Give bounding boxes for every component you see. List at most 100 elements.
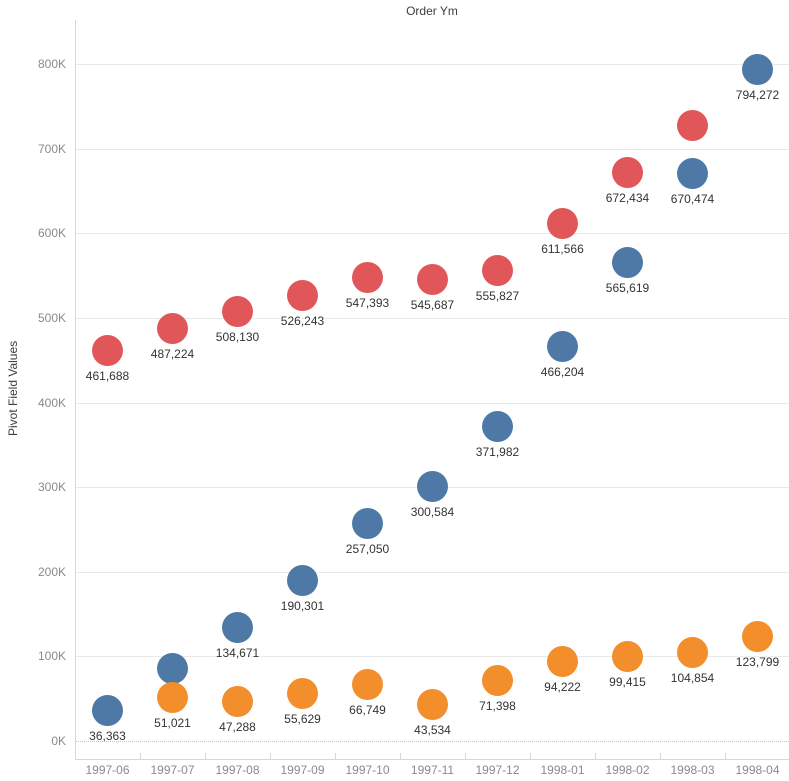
data-point-label: 134,671 bbox=[215, 645, 260, 660]
x-tick-label: 1997-06 bbox=[85, 763, 130, 777]
y-tick-label: 100K bbox=[37, 649, 66, 664]
data-point-label: 43,534 bbox=[414, 722, 451, 737]
y-tick-label: 0K bbox=[51, 734, 66, 748]
data-point-label: 508,130 bbox=[215, 329, 260, 344]
data-point-label: 55,629 bbox=[284, 712, 321, 727]
x-tick-mark bbox=[400, 753, 401, 759]
data-point-label: 257,050 bbox=[345, 542, 390, 556]
y-tick-label: 300K bbox=[37, 480, 66, 495]
x-axis-line bbox=[75, 759, 789, 760]
data-point-label: 461,688 bbox=[85, 368, 130, 383]
data-point-label: 545,687 bbox=[410, 297, 455, 312]
x-tick-label: 1998-02 bbox=[605, 763, 650, 777]
y-tick-label: 200K bbox=[37, 564, 66, 579]
data-point[interactable] bbox=[157, 682, 188, 714]
data-point-label: 371,982 bbox=[475, 444, 520, 459]
gridline bbox=[75, 741, 789, 742]
gridline bbox=[75, 656, 789, 658]
x-tick-label: 1998-01 bbox=[540, 763, 585, 777]
x-tick-label: 1998-03 bbox=[670, 763, 715, 777]
data-point[interactable] bbox=[92, 694, 123, 726]
data-point-label: 487,224 bbox=[150, 347, 195, 362]
data-point[interactable] bbox=[352, 262, 383, 294]
data-point[interactable] bbox=[612, 247, 643, 278]
x-tick-label: 1998-04 bbox=[735, 763, 780, 777]
data-point[interactable] bbox=[157, 652, 188, 684]
x-tick-mark bbox=[660, 753, 661, 759]
y-tick-label: 500K bbox=[37, 311, 66, 325]
gridline bbox=[75, 402, 789, 404]
gridline bbox=[75, 148, 789, 150]
data-point-label: 104,854 bbox=[670, 670, 715, 685]
data-point-label: 71,398 bbox=[479, 699, 516, 714]
x-tick-mark bbox=[205, 753, 206, 759]
data-point-label: 51,021 bbox=[154, 716, 191, 731]
data-point-label: 66,749 bbox=[349, 703, 386, 717]
data-point[interactable] bbox=[222, 685, 253, 717]
x-tick-label: 1997-12 bbox=[475, 763, 520, 777]
x-tick-label: 1997-10 bbox=[345, 763, 390, 777]
data-point[interactable] bbox=[742, 620, 773, 652]
x-tick-label: 1997-08 bbox=[215, 763, 260, 777]
data-point-label: 47,288 bbox=[219, 719, 256, 734]
y-tick-label: 600K bbox=[37, 226, 66, 241]
data-point-label: 190,301 bbox=[280, 598, 325, 613]
data-point[interactable] bbox=[417, 471, 448, 503]
data-point[interactable] bbox=[287, 678, 318, 710]
gridline bbox=[75, 318, 789, 319]
data-point[interactable] bbox=[677, 636, 708, 668]
data-point[interactable] bbox=[677, 109, 708, 141]
x-tick-mark bbox=[270, 753, 271, 759]
data-point[interactable] bbox=[482, 255, 513, 287]
gridline bbox=[75, 64, 789, 66]
data-point[interactable] bbox=[612, 156, 643, 188]
x-tick-mark bbox=[75, 753, 76, 759]
data-point-label: 94,222 bbox=[544, 679, 581, 694]
data-point[interactable] bbox=[222, 295, 253, 327]
x-tick-label: 1997-07 bbox=[150, 763, 195, 777]
y-tick-label: 700K bbox=[37, 141, 66, 156]
data-point[interactable] bbox=[612, 641, 643, 673]
data-point[interactable] bbox=[287, 564, 318, 596]
data-point-label: 555,827 bbox=[475, 289, 520, 304]
data-point[interactable] bbox=[417, 263, 448, 295]
x-tick-mark bbox=[465, 753, 466, 759]
data-point[interactable] bbox=[287, 280, 318, 312]
data-point-label: 565,619 bbox=[605, 281, 650, 295]
gridline bbox=[75, 571, 789, 573]
data-point[interactable] bbox=[157, 313, 188, 345]
gridline bbox=[75, 233, 789, 235]
data-point[interactable] bbox=[547, 208, 578, 240]
data-point[interactable] bbox=[677, 158, 708, 190]
x-tick-mark bbox=[530, 753, 531, 759]
data-point[interactable] bbox=[547, 331, 578, 363]
data-point[interactable] bbox=[482, 410, 513, 442]
y-tick-label: 800K bbox=[37, 57, 66, 72]
data-point-label: 526,243 bbox=[280, 314, 325, 329]
x-tick-mark bbox=[140, 753, 141, 759]
chart-title: Order Ym bbox=[406, 4, 458, 18]
data-point-label: 670,474 bbox=[670, 192, 715, 207]
data-point-label: 794,272 bbox=[735, 87, 780, 102]
data-point[interactable] bbox=[222, 611, 253, 643]
y-tick-label: 400K bbox=[37, 395, 66, 410]
data-point[interactable] bbox=[482, 665, 513, 697]
x-tick-mark bbox=[725, 753, 726, 759]
data-point[interactable] bbox=[547, 645, 578, 677]
x-tick-label: 1997-09 bbox=[280, 763, 325, 777]
data-point-label: 466,204 bbox=[540, 365, 585, 380]
data-point-label: 672,434 bbox=[605, 190, 650, 205]
data-point-label: 611,566 bbox=[541, 242, 584, 257]
y-axis-line bbox=[75, 20, 76, 759]
data-point[interactable] bbox=[352, 669, 383, 700]
data-point[interactable] bbox=[352, 508, 383, 539]
data-point[interactable] bbox=[742, 53, 773, 85]
data-point[interactable] bbox=[417, 688, 448, 720]
data-point-label: 300,584 bbox=[410, 505, 455, 520]
data-point-label: 547,393 bbox=[345, 296, 390, 311]
data-point-label: 36,363 bbox=[89, 728, 126, 743]
x-tick-label: 1997-11 bbox=[410, 763, 455, 777]
x-tick-mark bbox=[595, 753, 596, 759]
data-point[interactable] bbox=[92, 334, 123, 366]
